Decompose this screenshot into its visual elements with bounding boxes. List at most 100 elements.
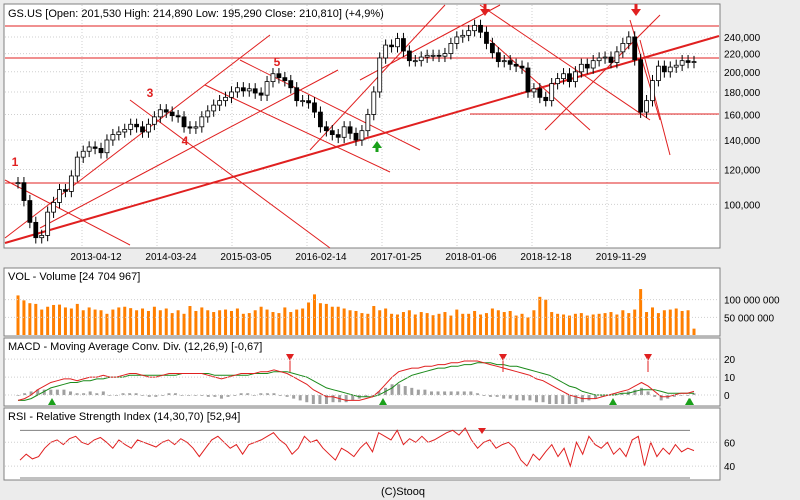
candle-body [181,116,187,128]
macd-histogram-bar [685,395,689,396]
macd-chart-title: MACD - Moving Average Conv. Div. (12,26,… [8,341,262,353]
volume-bar [135,310,139,335]
candle-body [63,189,68,192]
candle-body [454,36,460,44]
volume-bar [295,309,299,335]
volume-bar [473,310,477,335]
volume-bar [182,313,186,335]
volume-bar [437,313,441,335]
macd-histogram-bar [49,389,53,396]
macd-sell-signal-icon [499,354,507,361]
macd-y-tick-label: 0 [724,391,730,402]
price-y-tick-label: 220,000 [724,50,761,61]
candle-body [638,59,644,113]
candle-body [365,114,371,132]
macd-histogram-bar [534,395,538,403]
volume-bar [668,309,672,335]
macd-histogram-bar [298,395,302,401]
candle-body [122,128,128,133]
macd-histogram-bar [167,393,171,396]
volume-bar [431,315,435,335]
macd-buy-signal-icon [609,398,617,405]
macd-histogram-bar [653,395,657,397]
volume-bar [241,313,245,335]
price-chart-title: GS.US [Open: 201,530 High: 214,890 Low: … [8,8,384,20]
macd-histogram-bar [528,395,532,401]
volume-bar [200,307,204,335]
candle-body [205,110,211,118]
macd-histogram-bar [233,395,237,396]
candle-body [146,123,151,133]
candle-body [306,100,311,104]
candle-body [27,200,33,223]
candle-body [555,78,561,85]
macd-histogram-bar [469,391,473,396]
macd-histogram-bar [219,395,223,399]
candle-body [478,24,483,33]
macd-histogram-bar [390,384,394,396]
volume-bar [467,313,471,335]
rsi-axis-labels: 60 40 [5,438,736,473]
candle-body [561,73,566,80]
volume-bar [87,307,91,335]
volume-bar [674,308,678,335]
price-y-tick-label: 100,000 [724,200,761,211]
macd-histogram-bar [646,391,650,396]
candle-body [436,54,442,57]
macd-y-tick-label: 20 [724,355,736,366]
macd-buy-signal-icon [685,398,693,405]
price-annotations: 1 3 4 5 [12,4,641,169]
macd-histogram-bar [344,395,348,403]
macd-histogram-bar [639,387,643,396]
volume-bar [40,309,44,335]
macd-histogram-bar [364,395,368,397]
volume-bar [639,289,643,335]
candle-body [578,63,584,73]
volume-bar [603,313,607,335]
volume-bar [396,314,400,335]
volume-y-tick-label: 50 000 000 [724,313,774,324]
macd-histogram-bar [82,393,86,396]
price-y-tick-label: 140,000 [724,136,761,147]
candle-body [80,150,86,158]
macd-histogram-bar [101,391,105,396]
candle-body [614,51,620,63]
volume-bar [324,303,328,335]
candle-body [507,60,513,65]
volume-bar [277,313,281,335]
volume-bar [378,310,382,335]
channel-line [359,4,501,81]
macd-histogram-bar [521,395,525,401]
macd-histogram-bar [318,395,322,404]
macd-y-tick-label: 10 [724,373,736,384]
candle-body [229,91,234,98]
candle-body [424,54,430,58]
candle-body [110,134,116,141]
candle-body [537,88,543,98]
channel-line [39,69,339,229]
volume-bar [372,306,376,335]
volume-bar [46,306,50,335]
volume-bar [52,304,56,335]
candle-body [33,221,39,239]
macd-histogram-bar [672,395,676,397]
volume-bar [425,313,429,335]
volume-bar [176,310,180,335]
volume-bar [520,313,524,335]
macd-histogram-bar [265,393,269,396]
price-candles [15,19,697,244]
macd-histogram-bar [587,395,591,401]
volume-bar [117,307,121,335]
candle-body [318,111,323,128]
candle-body [495,52,501,62]
macd-histogram-bar [121,393,125,396]
channel-line [639,39,671,156]
volume-bar [28,303,32,335]
candle-body [264,81,270,96]
channel-line [479,4,651,121]
price-y-tick-label: 200,000 [724,68,761,79]
sell-arrow-icon [631,4,641,16]
candle-body [276,73,282,79]
macd-histogram-bar [423,389,427,396]
candle-body [395,38,400,48]
